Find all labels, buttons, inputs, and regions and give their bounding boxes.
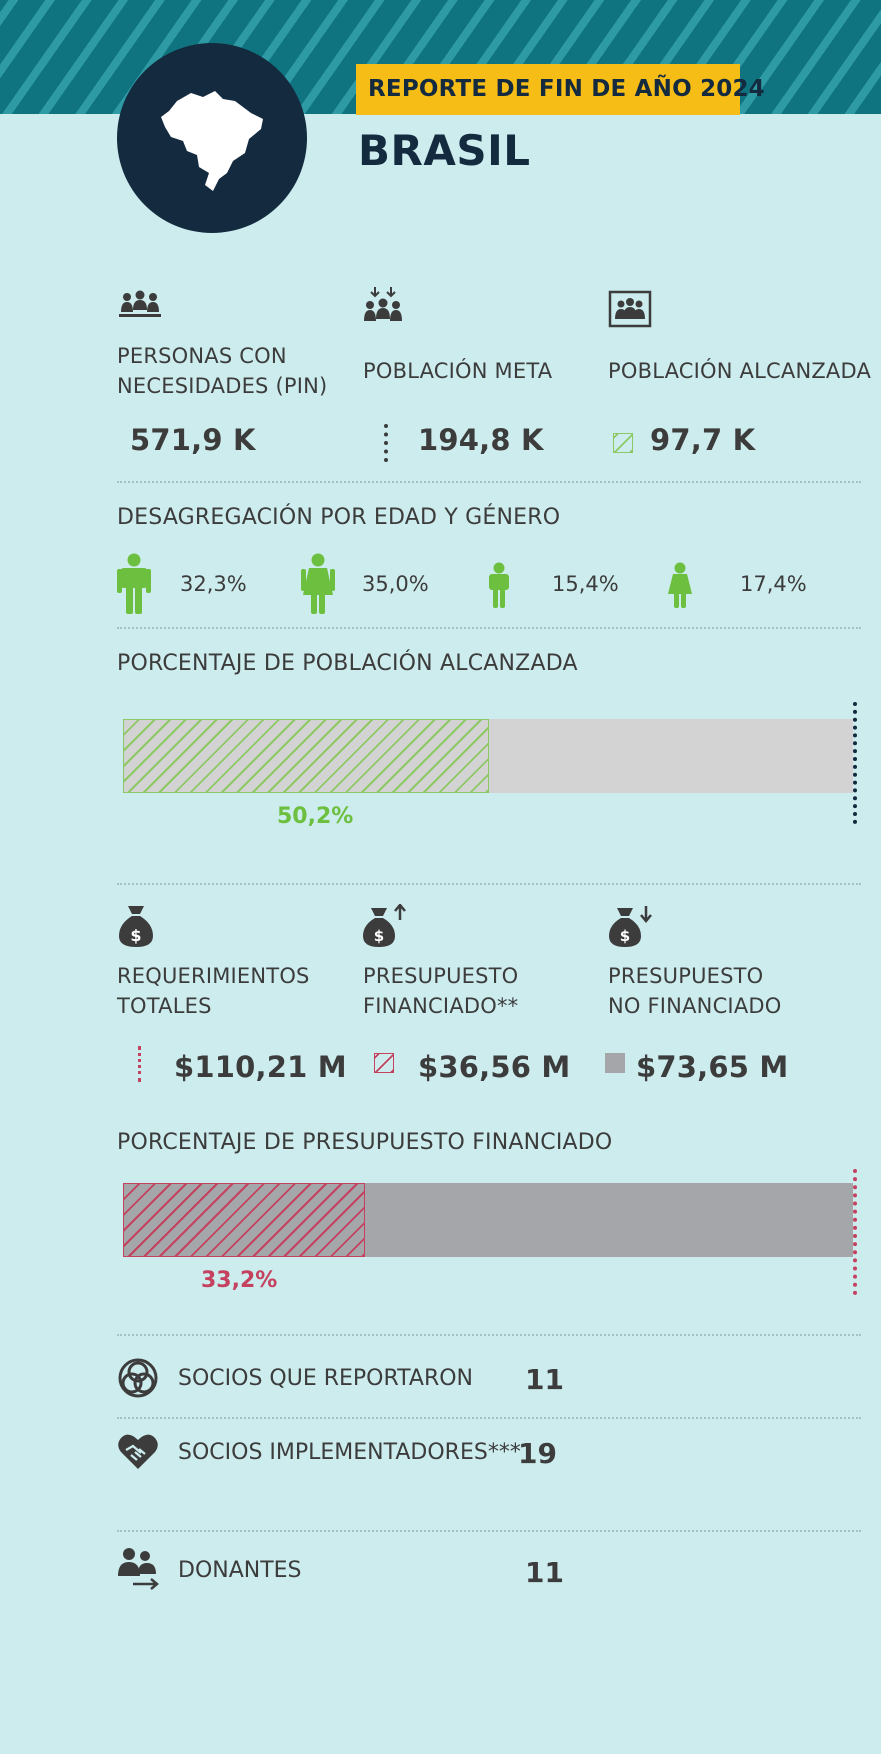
reached-people-icon [608, 290, 652, 328]
total-label-line2: TOTALES [117, 994, 212, 1018]
funding-percent-label: 33,2% [201, 1268, 278, 1293]
money-bag-icon: $ [119, 906, 153, 947]
funding-target-marker [853, 1169, 857, 1295]
implementing-partners-value: 19 [518, 1437, 557, 1470]
people-group-icon [119, 290, 161, 317]
reporting-partners-value: 11 [525, 1363, 564, 1396]
divider [117, 627, 861, 629]
reached-value: 97,7 K [650, 423, 756, 457]
reach-percent-label: 50,2% [277, 804, 354, 829]
page-title: BRASIL [358, 126, 531, 175]
unfunded-label-line2: NO FINANCIADO [608, 994, 782, 1018]
interlinked-circles-icon [118, 1358, 158, 1398]
funding-bar-fill [123, 1183, 365, 1257]
reached-swatch [613, 433, 633, 453]
funded-value: $36,56 M [418, 1050, 571, 1084]
pin-label: PERSONAS CON NECESIDADES (PIN) [117, 341, 327, 401]
child-male-icon [489, 562, 509, 608]
brazil-map-icon [161, 91, 263, 191]
reach-target-marker [853, 702, 857, 824]
adult-male-icon [117, 553, 151, 614]
target-marker [384, 424, 388, 462]
svg-text:$: $ [374, 927, 384, 945]
reach-bar-fill [123, 719, 489, 793]
donors-label: DONANTES [178, 1558, 302, 1583]
unfunded-label: PRESUPUESTO NO FINANCIADO [608, 961, 782, 1021]
child-female-icon [668, 562, 692, 608]
reach-bar-track [123, 719, 853, 793]
reporting-partners-label: SOCIOS QUE REPORTARON [178, 1366, 474, 1391]
child-male-value: 15,4% [552, 572, 619, 596]
unfunded-value: $73,65 M [636, 1050, 789, 1084]
adult-male-value: 32,3% [180, 572, 247, 596]
total-marker [138, 1046, 141, 1082]
pin-value: 571,9 K [130, 423, 256, 457]
funded-swatch [374, 1053, 394, 1073]
demographics-title: DESAGREGACIÓN POR EDAD Y GÉNERO [117, 505, 561, 530]
adult-female-value: 35,0% [362, 572, 429, 596]
donors-icon [118, 1548, 159, 1590]
divider [117, 481, 861, 483]
target-label: POBLACIÓN META [363, 359, 553, 383]
unfunded-label-line1: PRESUPUESTO [608, 964, 764, 988]
handshake-heart-icon [118, 1434, 158, 1469]
target-value: 194,8 K [418, 423, 544, 457]
country-emblem [117, 43, 307, 233]
svg-text:$: $ [130, 926, 141, 945]
total-value: $110,21 M [174, 1050, 347, 1084]
adult-female-icon [301, 553, 335, 614]
implementing-partners-label: SOCIOS IMPLEMENTADORES*** [178, 1440, 521, 1465]
svg-text:$: $ [620, 927, 630, 945]
reached-label: POBLACIÓN ALCANZADA [608, 359, 872, 383]
divider [117, 1334, 861, 1336]
divider [117, 1417, 861, 1419]
donors-value: 11 [525, 1556, 564, 1589]
divider [117, 1530, 861, 1532]
funded-label: PRESUPUESTO FINANCIADO** [363, 961, 518, 1021]
funded-label-line2: FINANCIADO** [363, 994, 519, 1018]
total-label-line1: REQUERIMIENTOS [117, 964, 310, 988]
total-requirements-label: REQUERIMIENTOS TOTALES [117, 961, 310, 1021]
funding-bar-title: PORCENTAJE DE PRESUPUESTO FINANCIADO [117, 1130, 613, 1155]
money-bag-down-icon: $ [609, 906, 652, 947]
unfunded-swatch [605, 1053, 625, 1073]
pin-label-line2: NECESIDADES (PIN) [117, 374, 328, 398]
report-tag: REPORTE DE FIN DE AÑO 2024 [356, 64, 765, 115]
child-female-value: 17,4% [740, 572, 807, 596]
funded-label-line1: PRESUPUESTO [363, 964, 519, 988]
divider [117, 883, 861, 885]
reach-bar-title: PORCENTAJE DE POBLACIÓN ALCANZADA [117, 651, 578, 676]
money-bag-up-icon: $ [363, 904, 406, 947]
funding-bar-track [123, 1183, 853, 1257]
pin-label-line1: PERSONAS CON [117, 344, 287, 368]
target-people-icon [364, 287, 402, 321]
